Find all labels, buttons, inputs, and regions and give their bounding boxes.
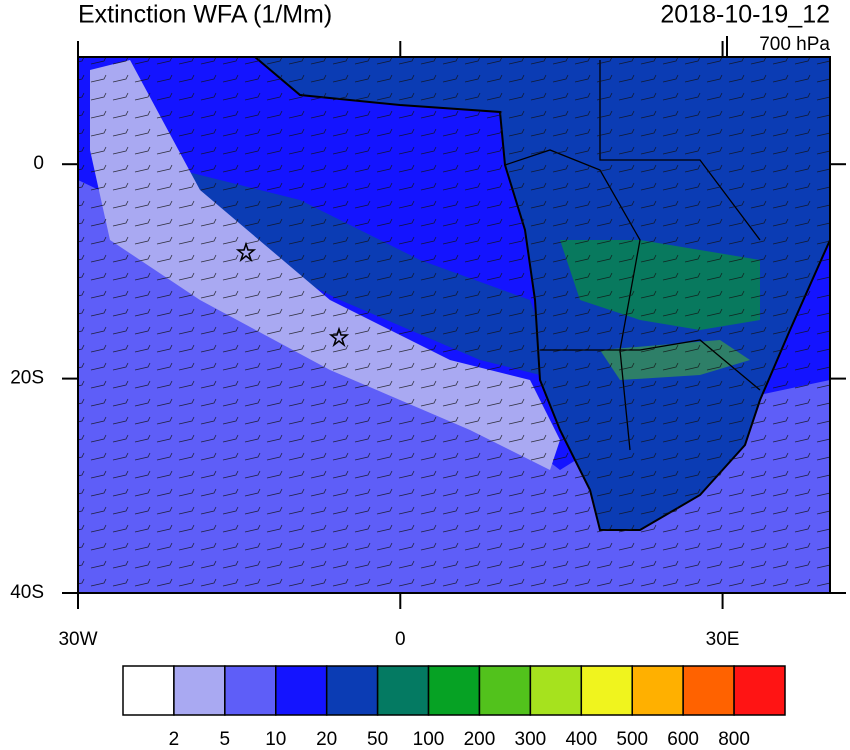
title: Extinction WFA (1/Mm) — [78, 1, 332, 29]
colorbar-label: 2 — [169, 729, 180, 750]
colorbar-box — [376, 665, 430, 716]
lat-label: 40S — [10, 582, 44, 603]
time: 2018-10-19_12 — [660, 1, 830, 29]
colorbar-label: 100 — [413, 729, 445, 750]
colorbar-label: 300 — [515, 729, 547, 750]
colorbar-box — [427, 665, 481, 716]
station-star — [328, 326, 350, 348]
map-frame — [77, 56, 831, 594]
colorbar-box — [478, 665, 532, 716]
colorbar-box — [173, 665, 226, 716]
colorbar-label: 50 — [367, 729, 388, 750]
map-field — [78, 57, 830, 593]
lon-label: 30E — [706, 629, 740, 650]
colorbar-box — [682, 665, 735, 716]
colorbar-box — [325, 665, 379, 716]
colorbar-label: 200 — [464, 729, 496, 750]
lon-label: 0 — [395, 629, 406, 650]
station-star — [235, 241, 257, 263]
colorbar-box — [224, 665, 277, 716]
colorbar-label: 5 — [220, 729, 231, 750]
colorbar-box — [733, 665, 786, 716]
colorbar-box — [580, 665, 633, 716]
colorbar-label: 10 — [265, 729, 286, 750]
lat-label: 20S — [10, 368, 44, 389]
lon-label: 30W — [58, 629, 97, 650]
wind-barbs — [78, 57, 830, 593]
lat-label: 0 — [33, 153, 44, 174]
colorbar-box — [631, 665, 684, 716]
colorbar-box — [275, 665, 328, 716]
colorbar-label: 500 — [616, 729, 648, 750]
colorbar-box — [122, 665, 175, 716]
colorbar-label: 400 — [565, 729, 597, 750]
colorbar-label: 600 — [667, 729, 699, 750]
colorbar-box — [529, 665, 583, 716]
colorbar-label: 800 — [718, 729, 750, 750]
colorbar-label: 20 — [316, 729, 337, 750]
level: 700 hPa — [759, 34, 830, 55]
